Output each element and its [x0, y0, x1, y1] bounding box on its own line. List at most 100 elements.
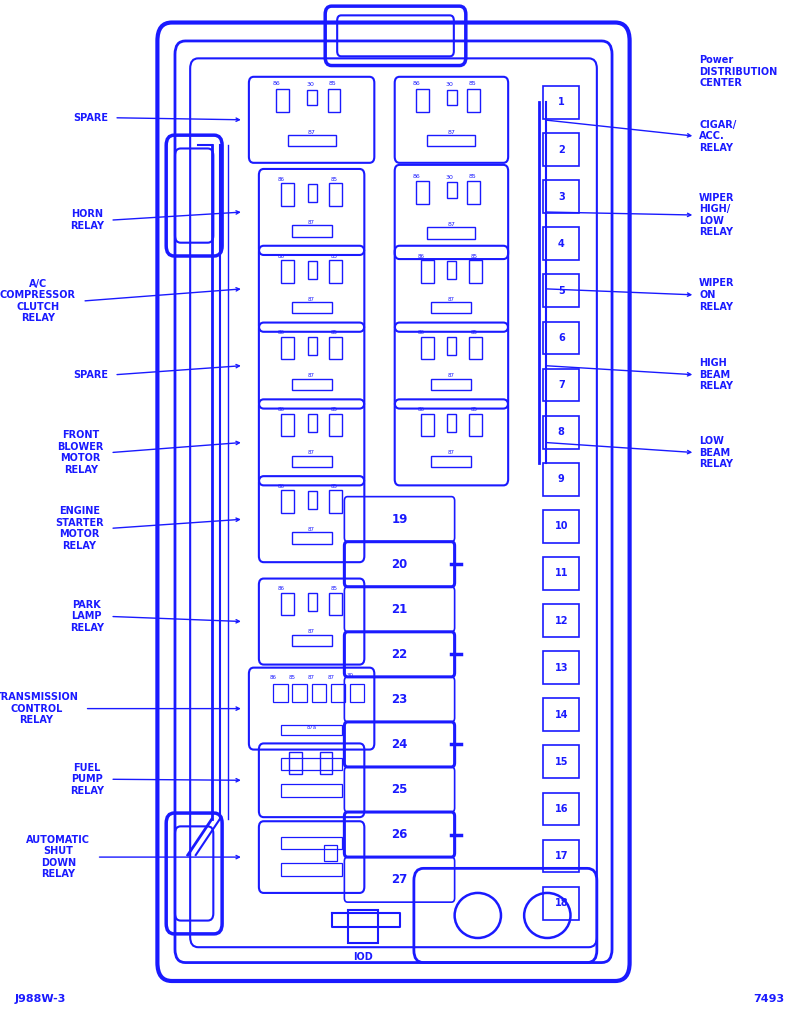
Bar — [350, 684, 364, 702]
Bar — [329, 490, 342, 513]
Text: 87: 87 — [447, 130, 455, 134]
Bar — [543, 369, 579, 401]
Bar — [328, 89, 340, 112]
Text: 7493: 7493 — [753, 993, 785, 1004]
Text: 14: 14 — [555, 710, 568, 720]
Text: 9: 9 — [558, 474, 565, 484]
Text: 85: 85 — [468, 82, 476, 86]
Text: 30: 30 — [446, 175, 454, 179]
Bar — [320, 752, 332, 774]
Bar — [543, 745, 579, 778]
Text: 8: 8 — [558, 427, 565, 437]
Text: 87: 87 — [308, 676, 315, 680]
Bar — [329, 593, 342, 615]
Text: 86: 86 — [412, 174, 420, 178]
Text: 87: 87 — [308, 451, 315, 455]
Text: 87: 87 — [308, 374, 315, 378]
Bar — [281, 414, 294, 436]
Text: 13: 13 — [555, 663, 568, 673]
Bar — [469, 260, 482, 283]
Text: 85: 85 — [468, 174, 476, 178]
Bar — [292, 225, 332, 237]
Text: 7: 7 — [558, 380, 565, 390]
Text: 87: 87 — [448, 297, 455, 301]
Text: 85: 85 — [289, 676, 296, 680]
Text: 16: 16 — [555, 804, 568, 814]
Text: 6: 6 — [558, 333, 565, 343]
Text: WIPER
HIGH/
LOW
RELAY: WIPER HIGH/ LOW RELAY — [699, 193, 734, 238]
Bar — [329, 260, 342, 283]
Text: 30: 30 — [306, 83, 314, 87]
Text: 87: 87 — [308, 220, 315, 224]
Bar — [292, 635, 332, 646]
Text: 12: 12 — [555, 615, 568, 626]
Bar — [308, 593, 316, 611]
Text: 1: 1 — [558, 97, 565, 108]
Text: HIGH
BEAM
RELAY: HIGH BEAM RELAY — [699, 358, 733, 391]
Text: 17: 17 — [555, 851, 568, 861]
Text: 22: 22 — [392, 648, 407, 660]
Bar — [308, 183, 316, 202]
Text: WIPER
ON
RELAY: WIPER ON RELAY — [699, 279, 734, 311]
Bar — [308, 260, 316, 279]
Bar — [431, 456, 471, 467]
Text: 24: 24 — [392, 738, 407, 751]
Text: LOW
BEAM
RELAY: LOW BEAM RELAY — [699, 436, 733, 469]
Bar — [281, 183, 294, 206]
Bar — [543, 604, 579, 637]
Bar — [447, 260, 456, 279]
Text: 85: 85 — [471, 254, 477, 258]
Text: 85: 85 — [331, 254, 337, 258]
Bar — [543, 416, 579, 449]
Text: 85: 85 — [331, 177, 337, 181]
Text: 5: 5 — [558, 286, 565, 296]
Bar — [543, 86, 579, 119]
Bar — [292, 302, 332, 313]
Bar — [416, 89, 429, 112]
Bar — [281, 337, 294, 359]
Text: 86: 86 — [278, 177, 284, 181]
Bar — [543, 463, 579, 496]
Bar — [281, 784, 342, 797]
Bar — [421, 260, 434, 283]
Text: 87: 87 — [308, 630, 315, 634]
Text: AUTOMATIC
SHUT
DOWN
RELAY: AUTOMATIC SHUT DOWN RELAY — [26, 835, 90, 880]
Bar — [273, 684, 288, 702]
Bar — [348, 910, 378, 943]
Bar — [308, 490, 316, 509]
Bar — [427, 135, 475, 146]
Text: J988W-3: J988W-3 — [14, 993, 66, 1004]
Bar — [421, 414, 434, 436]
Text: HORN
RELAY: HORN RELAY — [70, 209, 104, 231]
Text: 2: 2 — [558, 144, 565, 155]
Bar — [307, 90, 317, 105]
Bar — [312, 684, 326, 702]
Text: 3: 3 — [558, 191, 565, 202]
Text: 86: 86 — [412, 82, 420, 86]
Bar — [543, 180, 579, 213]
Text: 86: 86 — [278, 484, 284, 488]
Text: 19: 19 — [392, 513, 407, 525]
Bar — [416, 181, 429, 204]
Bar — [281, 758, 342, 770]
Text: 85: 85 — [328, 82, 336, 86]
Text: 87: 87 — [447, 222, 455, 226]
Text: 86: 86 — [418, 254, 424, 258]
Text: TRANSMISSION
CONTROL
RELAY: TRANSMISSION CONTROL RELAY — [0, 692, 78, 725]
Bar — [281, 593, 294, 615]
Text: CIGAR/
ACC.
RELAY: CIGAR/ ACC. RELAY — [699, 120, 737, 153]
Text: Power
DISTRIBUTION
CENTER: Power DISTRIBUTION CENTER — [699, 55, 777, 88]
Bar — [292, 684, 307, 702]
Bar — [469, 414, 482, 436]
Bar — [281, 863, 342, 876]
Bar — [467, 181, 480, 204]
Text: 11: 11 — [555, 568, 568, 579]
Bar — [331, 684, 345, 702]
Text: 23: 23 — [392, 693, 407, 706]
Text: 86: 86 — [278, 331, 284, 335]
Bar — [329, 337, 342, 359]
Bar — [543, 274, 579, 307]
Text: 85: 85 — [331, 408, 337, 412]
Bar — [543, 651, 579, 684]
Bar — [421, 337, 434, 359]
